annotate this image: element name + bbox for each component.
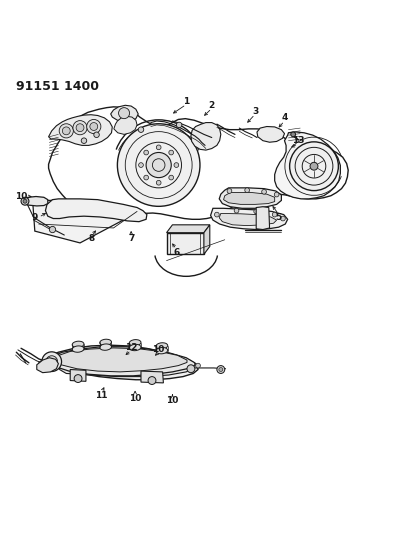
- Ellipse shape: [156, 348, 168, 354]
- Text: 1: 1: [183, 97, 189, 106]
- Circle shape: [219, 368, 223, 372]
- Polygon shape: [191, 123, 221, 150]
- Circle shape: [117, 124, 200, 206]
- Circle shape: [46, 356, 58, 368]
- Circle shape: [217, 366, 225, 374]
- Circle shape: [42, 352, 61, 372]
- Ellipse shape: [72, 341, 84, 348]
- Polygon shape: [275, 132, 340, 199]
- Circle shape: [94, 132, 99, 138]
- Circle shape: [187, 365, 195, 373]
- Circle shape: [144, 150, 148, 155]
- Ellipse shape: [129, 344, 141, 351]
- Ellipse shape: [129, 340, 141, 346]
- Polygon shape: [167, 225, 210, 233]
- Circle shape: [310, 162, 318, 170]
- Text: 12: 12: [125, 343, 137, 352]
- Polygon shape: [141, 371, 164, 383]
- Circle shape: [74, 375, 82, 383]
- Text: 10: 10: [129, 394, 141, 403]
- Polygon shape: [219, 188, 282, 208]
- Circle shape: [21, 197, 29, 205]
- Circle shape: [234, 208, 239, 213]
- Circle shape: [76, 124, 84, 132]
- Polygon shape: [39, 345, 198, 379]
- Circle shape: [274, 192, 279, 197]
- Circle shape: [245, 188, 249, 192]
- Circle shape: [174, 163, 179, 167]
- Circle shape: [272, 212, 277, 217]
- Circle shape: [169, 175, 173, 180]
- Text: 13: 13: [292, 136, 305, 145]
- Ellipse shape: [100, 339, 112, 345]
- Polygon shape: [49, 107, 348, 219]
- Circle shape: [254, 209, 259, 214]
- Circle shape: [118, 108, 129, 119]
- Polygon shape: [23, 197, 48, 206]
- Polygon shape: [33, 200, 141, 243]
- Circle shape: [196, 363, 200, 368]
- Polygon shape: [211, 208, 287, 230]
- Circle shape: [148, 377, 156, 384]
- Circle shape: [73, 120, 87, 135]
- Polygon shape: [256, 207, 270, 230]
- Circle shape: [90, 123, 98, 131]
- Circle shape: [59, 124, 73, 138]
- Circle shape: [23, 199, 27, 203]
- Polygon shape: [111, 106, 138, 122]
- Circle shape: [81, 138, 87, 143]
- Polygon shape: [219, 213, 277, 225]
- Circle shape: [138, 127, 144, 132]
- Circle shape: [262, 189, 267, 194]
- Circle shape: [49, 359, 55, 365]
- Text: 2: 2: [209, 101, 215, 110]
- Circle shape: [50, 227, 56, 233]
- Ellipse shape: [100, 344, 112, 350]
- Text: 9: 9: [32, 213, 38, 222]
- Polygon shape: [224, 192, 275, 204]
- Circle shape: [87, 119, 101, 134]
- Text: 10: 10: [152, 344, 165, 353]
- Polygon shape: [49, 115, 112, 146]
- Polygon shape: [59, 365, 193, 377]
- Text: 6: 6: [173, 248, 179, 257]
- Circle shape: [156, 145, 161, 150]
- Text: 10: 10: [15, 192, 27, 201]
- Polygon shape: [37, 358, 58, 373]
- Circle shape: [227, 189, 232, 193]
- Circle shape: [281, 216, 285, 221]
- Text: 4: 4: [281, 114, 288, 123]
- Circle shape: [156, 180, 161, 185]
- Polygon shape: [167, 233, 204, 254]
- Text: 91151 1400: 91151 1400: [16, 80, 99, 93]
- Text: 7: 7: [128, 235, 134, 244]
- Circle shape: [144, 175, 148, 180]
- Polygon shape: [46, 199, 147, 222]
- Text: 11: 11: [95, 391, 108, 400]
- Circle shape: [291, 132, 295, 137]
- Text: 10: 10: [166, 397, 179, 406]
- Text: 3: 3: [252, 107, 258, 116]
- Text: 8: 8: [89, 235, 95, 244]
- Circle shape: [139, 163, 143, 167]
- Polygon shape: [46, 347, 195, 376]
- Circle shape: [146, 152, 171, 177]
- Circle shape: [169, 150, 173, 155]
- Circle shape: [289, 142, 338, 191]
- Circle shape: [215, 212, 219, 217]
- Polygon shape: [257, 126, 284, 142]
- Polygon shape: [70, 369, 86, 381]
- Text: 5: 5: [276, 213, 282, 222]
- Ellipse shape: [72, 346, 84, 352]
- Circle shape: [62, 127, 70, 135]
- Polygon shape: [204, 225, 210, 254]
- Polygon shape: [114, 116, 137, 134]
- Circle shape: [176, 122, 182, 128]
- Ellipse shape: [156, 343, 168, 349]
- Polygon shape: [53, 348, 187, 372]
